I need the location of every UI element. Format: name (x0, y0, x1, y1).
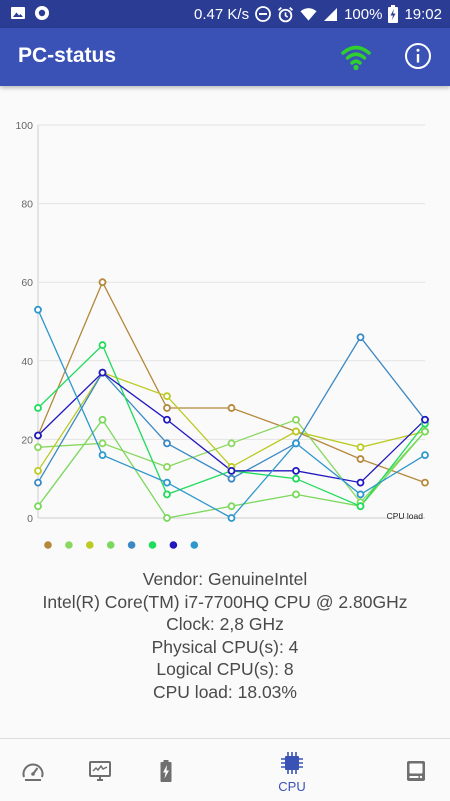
status-bar: 0.47 K/s 100% 19:02 (0, 0, 450, 28)
data-point (227, 439, 236, 448)
data-point (34, 443, 42, 452)
cpu-load-text: CPU load: 18.03% (153, 681, 297, 702)
data-point (98, 278, 107, 287)
data-point (227, 514, 236, 522)
y-tick-label: 20 (21, 434, 33, 446)
data-point (227, 474, 236, 483)
data-point (34, 478, 42, 487)
wifi-icon[interactable] (340, 43, 372, 71)
y-tick-label: 80 (21, 199, 33, 211)
data-point (163, 415, 171, 424)
data-point (163, 439, 171, 448)
data-point (163, 463, 171, 471)
vendor-text: Vendor: GenuineIntel (142, 569, 308, 589)
cpu-icon (281, 752, 303, 774)
clock-time: 19:02 (404, 5, 442, 23)
nav-item-battery[interactable] (136, 739, 196, 801)
nav-item-monitor[interactable] (70, 739, 130, 801)
legend-swatch-2 (65, 541, 73, 549)
data-point (292, 490, 300, 499)
monitor-icon (89, 761, 111, 781)
chart-annotation: CPU load (387, 511, 424, 521)
clock-text: Clock: 2,8 GHz (166, 614, 284, 634)
data-point (356, 502, 365, 511)
record-icon (35, 6, 49, 20)
app-bar: PC-status (0, 28, 450, 86)
speedometer-icon (22, 763, 44, 781)
data-point (421, 415, 429, 424)
y-tick-label: 60 (21, 277, 33, 289)
nav-item-storage[interactable] (386, 739, 446, 801)
physical-cpu-text: Physical CPU(s): 4 (151, 636, 299, 657)
data-point (356, 490, 365, 499)
data-point (292, 466, 300, 475)
data-point (98, 415, 107, 424)
data-point (227, 404, 236, 412)
data-point (227, 502, 236, 511)
series-line-3 (37, 371, 426, 472)
legend-swatch-7 (169, 541, 178, 549)
data-point (421, 478, 429, 487)
data-point (98, 451, 107, 460)
legend-swatch-6 (148, 541, 157, 549)
battery-charging-icon (388, 5, 399, 23)
data-point (163, 490, 171, 499)
data-point (34, 466, 42, 475)
battery-percent: 100% (344, 5, 383, 23)
legend-swatch-1 (44, 541, 52, 549)
data-point (356, 455, 365, 463)
data-point (421, 427, 429, 436)
data-point (34, 502, 42, 511)
data-point (34, 404, 42, 412)
data-point (34, 431, 42, 440)
info-icon[interactable] (404, 42, 432, 70)
data-point (356, 333, 365, 342)
signal-icon (324, 7, 338, 21)
cpu-info: Vendor: GenuineIntel Intel(R) Core(TM) i… (0, 568, 450, 703)
data-point (98, 341, 107, 349)
minus-circle-icon (255, 6, 271, 22)
y-tick-label: 0 (27, 513, 33, 525)
alarm-icon (278, 6, 294, 22)
data-point (292, 427, 300, 436)
data-point (163, 478, 171, 487)
data-point (163, 404, 171, 412)
y-tick-label: 100 (15, 120, 33, 132)
data-point (163, 392, 171, 401)
data-point (292, 474, 300, 483)
data-point (34, 305, 42, 314)
data-point (356, 443, 365, 452)
nav-item-cpu[interactable]: CPU (262, 739, 322, 801)
image-icon (11, 7, 25, 19)
nav-item-dashboard[interactable] (3, 739, 63, 801)
data-point (98, 368, 107, 377)
legend-swatch-5 (127, 541, 136, 549)
app-title: PC-status (18, 44, 117, 67)
nav-label-cpu: CPU (278, 779, 306, 794)
legend-swatch-8 (190, 541, 199, 549)
wifi-icon (300, 7, 317, 21)
data-point (421, 451, 429, 460)
data-point (163, 514, 171, 522)
cpu-load-chart: 0 20 40 60 80 100 CPU load (15, 120, 429, 549)
net-speed: 0.47 K/s (194, 5, 250, 23)
legend-swatch-3 (86, 541, 94, 549)
battery-icon (160, 760, 172, 782)
bottom-nav: CPU (0, 738, 450, 801)
data-point (356, 478, 365, 487)
model-text: Intel(R) Core(TM) i7-7700HQ CPU @ 2.80GH… (42, 591, 408, 612)
data-point (98, 439, 107, 448)
y-tick-label: 40 (21, 356, 33, 368)
legend-swatch-4 (106, 541, 115, 549)
series-line-8 (37, 309, 426, 519)
data-point (292, 415, 300, 424)
hard-drive-icon (407, 761, 425, 781)
data-point (227, 466, 236, 475)
logical-cpu-text: Logical CPU(s): 8 (156, 659, 294, 679)
data-point (292, 439, 300, 448)
